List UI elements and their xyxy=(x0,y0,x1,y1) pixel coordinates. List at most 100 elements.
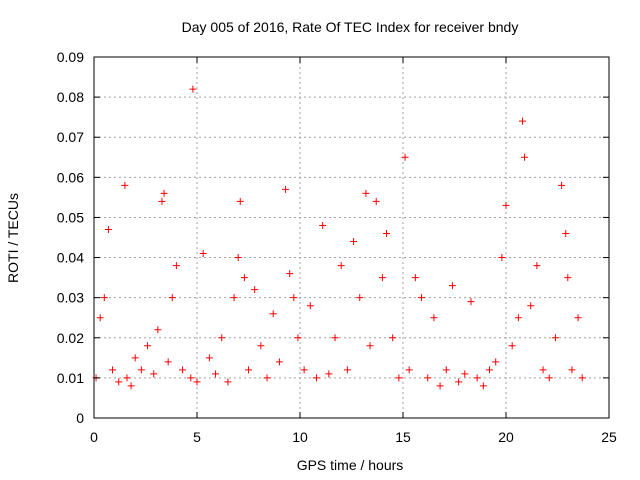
x-tick-label: 25 xyxy=(601,429,617,445)
data-point xyxy=(331,334,339,342)
y-tick-label: 0.02 xyxy=(57,330,84,346)
data-point xyxy=(389,334,397,342)
data-point xyxy=(300,366,308,374)
data-point xyxy=(294,334,302,342)
data-point xyxy=(150,370,158,378)
data-point xyxy=(518,117,526,125)
data-point xyxy=(168,294,176,302)
data-point xyxy=(461,370,469,378)
data-point xyxy=(558,181,566,189)
data-point xyxy=(319,221,327,229)
data-point xyxy=(306,302,314,310)
y-tick-label: 0.04 xyxy=(57,250,84,266)
data-point xyxy=(356,294,364,302)
data-point xyxy=(564,274,572,282)
data-point xyxy=(502,201,510,209)
data-point xyxy=(467,298,475,306)
data-point xyxy=(508,342,516,350)
data-point xyxy=(290,294,298,302)
data-point xyxy=(212,370,220,378)
data-point xyxy=(418,294,426,302)
data-point xyxy=(104,225,112,233)
data-point xyxy=(109,366,117,374)
data-point xyxy=(395,374,403,382)
x-tick-label: 5 xyxy=(193,429,201,445)
data-point xyxy=(498,254,506,262)
data-point xyxy=(568,366,576,374)
data-point xyxy=(545,374,553,382)
data-point xyxy=(96,314,104,322)
data-point xyxy=(100,294,108,302)
grid-lines xyxy=(94,57,609,418)
chart-title: Day 005 of 2016, Rate Of TEC Index for r… xyxy=(182,19,519,35)
y-tick-label: 0.09 xyxy=(57,49,84,65)
data-point xyxy=(430,314,438,322)
data-point xyxy=(325,370,333,378)
data-point xyxy=(455,378,463,386)
data-point xyxy=(275,358,283,366)
data-point xyxy=(337,262,345,270)
data-point xyxy=(362,189,370,197)
data-point xyxy=(199,250,207,258)
x-tick-label: 10 xyxy=(292,429,308,445)
data-point xyxy=(473,374,481,382)
data-point xyxy=(257,342,265,350)
data-point xyxy=(121,181,129,189)
data-point xyxy=(240,274,248,282)
data-point xyxy=(236,197,244,205)
data-point xyxy=(378,274,386,282)
data-point xyxy=(218,334,226,342)
data-point xyxy=(479,382,487,390)
data-point xyxy=(158,197,166,205)
data-point xyxy=(372,197,380,205)
data-point xyxy=(405,366,413,374)
data-point xyxy=(115,378,123,386)
data-point xyxy=(401,153,409,161)
data-point xyxy=(137,366,145,374)
data-point xyxy=(539,366,547,374)
data-point xyxy=(269,310,277,318)
data-point xyxy=(350,238,358,246)
data-point xyxy=(442,366,450,374)
x-axis-label: GPS time / hours xyxy=(297,457,404,473)
x-tick-label: 15 xyxy=(395,429,411,445)
data-point xyxy=(551,334,559,342)
data-point xyxy=(436,382,444,390)
data-point xyxy=(245,366,252,374)
axis-ticks: 0 0.01 0.02 0.03 0.04 0.05 0.06 0.07 0.08 0.09 0 5 1… xyxy=(57,49,617,445)
data-point xyxy=(127,382,135,390)
data-point xyxy=(343,366,351,374)
data-point xyxy=(366,342,374,350)
data-point xyxy=(574,314,582,322)
data-point xyxy=(312,374,320,382)
data-point xyxy=(514,314,522,322)
data-point xyxy=(205,354,213,362)
data-point xyxy=(486,366,494,374)
data-point xyxy=(144,342,152,350)
x-tick-label: 20 xyxy=(498,429,514,445)
y-tick-label: 0.06 xyxy=(57,169,84,185)
y-tick-label: 0.07 xyxy=(57,129,84,145)
data-point xyxy=(411,274,419,282)
y-axis-label: ROTI / TECUs xyxy=(5,193,21,283)
data-point xyxy=(424,374,432,382)
data-point xyxy=(383,229,391,237)
plot-frame xyxy=(93,56,610,419)
y-tick-label: 0.08 xyxy=(57,89,84,105)
data-point xyxy=(160,189,168,197)
data-point xyxy=(189,85,197,93)
y-tick-label: 0.01 xyxy=(57,370,84,386)
data-point xyxy=(172,262,180,270)
data-point xyxy=(286,270,294,278)
data-point xyxy=(282,185,290,193)
data-point xyxy=(131,354,139,362)
data-point xyxy=(448,282,456,290)
y-tick-label: 0.03 xyxy=(57,290,84,306)
data-point xyxy=(263,374,271,382)
data-point xyxy=(578,374,586,382)
data-point xyxy=(123,374,131,382)
data-point xyxy=(230,294,238,302)
data-point xyxy=(492,358,500,366)
data-point xyxy=(187,374,195,382)
